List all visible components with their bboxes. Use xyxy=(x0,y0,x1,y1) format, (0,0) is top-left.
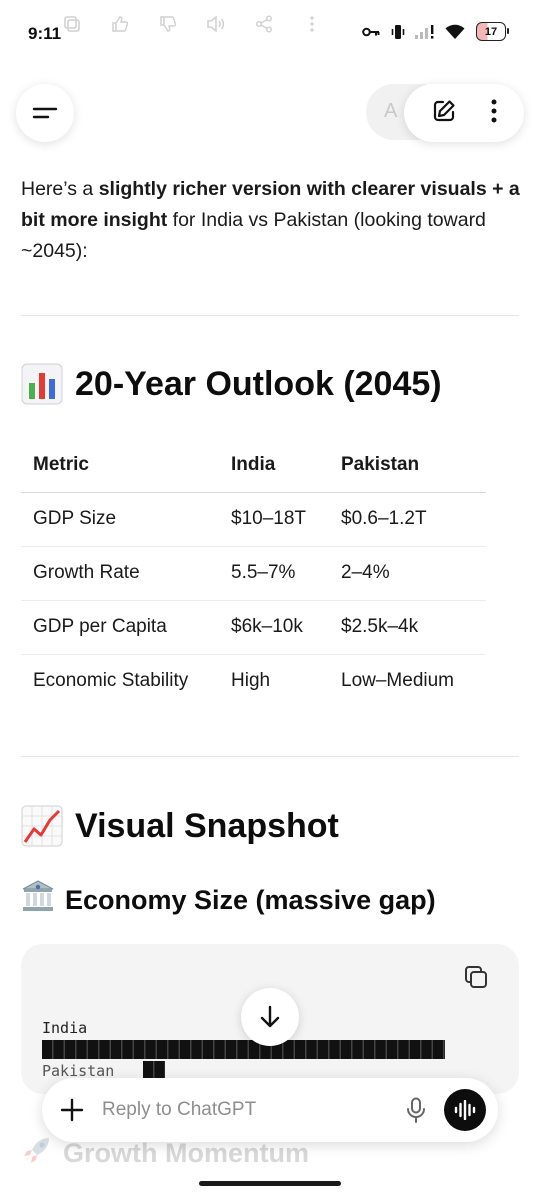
snapshot-heading-text: Visual Snapshot xyxy=(75,807,339,845)
copy-icon xyxy=(62,14,82,34)
dictate-button[interactable] xyxy=(396,1078,436,1142)
edit-icon xyxy=(433,99,455,121)
copy-icon xyxy=(465,966,487,988)
battery-icon: 17 xyxy=(476,22,509,41)
table-header-row: Metric India Pakistan xyxy=(21,439,486,493)
arrow-down-icon xyxy=(260,1005,280,1028)
table-cell: 5.5–7% xyxy=(219,546,329,601)
status-icons: 17 xyxy=(362,22,509,41)
plus-icon xyxy=(60,1098,84,1122)
message-intro: Here’s a slightly richer version with cl… xyxy=(21,174,521,267)
battery-level: 17 xyxy=(484,25,498,38)
table-cell: GDP Size xyxy=(21,492,219,547)
thumbs-down-icon xyxy=(158,14,178,34)
vibrate-icon xyxy=(391,24,405,40)
chart-increasing-icon xyxy=(21,805,63,847)
more-options-button[interactable] xyxy=(490,98,498,129)
pakistan-bar xyxy=(143,1061,165,1080)
signal-icon xyxy=(414,24,434,40)
table-row: Growth Rate 5.5–7% 2–4% xyxy=(21,546,486,601)
reply-input[interactable]: Reply to ChatGPT xyxy=(102,1099,257,1120)
menu-button[interactable] xyxy=(16,84,74,142)
table-header: India xyxy=(219,439,329,493)
attach-button[interactable] xyxy=(42,1078,102,1142)
header-actions xyxy=(404,84,524,142)
thumbs-up-icon xyxy=(110,14,130,34)
menu-icon xyxy=(32,107,58,119)
divider xyxy=(21,756,519,757)
message-actions-ghost xyxy=(62,14,322,34)
microphone-icon xyxy=(407,1097,425,1123)
wifi-icon xyxy=(445,24,465,40)
outlook-heading: 20-Year Outlook (2045) xyxy=(21,363,442,405)
waveform-icon xyxy=(454,1100,476,1120)
table-row: GDP per Capita $6k–10k $2.5k–4k xyxy=(21,600,486,655)
status-time: 9:11 xyxy=(28,24,62,43)
scroll-down-button[interactable] xyxy=(241,988,299,1046)
new-chat-button[interactable] xyxy=(431,98,457,129)
intro-text-bold: slightly richer version with clearer vis… xyxy=(21,178,520,231)
table-row: Economic Stability High Low–Medium xyxy=(21,654,486,708)
key-icon xyxy=(362,25,380,39)
table-header: Metric xyxy=(21,439,219,493)
table-cell: $6k–10k xyxy=(219,600,329,655)
voice-mode-button[interactable] xyxy=(444,1089,486,1131)
home-indicator xyxy=(199,1181,341,1186)
composer: Reply to ChatGPT xyxy=(42,1078,498,1142)
code-label-india: India xyxy=(42,1019,88,1037)
intro-text-end: for India vs Pakistan (looking toward ~2… xyxy=(21,209,486,262)
table-cell: GDP per Capita xyxy=(21,600,219,655)
india-bar xyxy=(42,1040,445,1059)
rocket-icon xyxy=(21,1134,53,1173)
divider xyxy=(21,315,519,316)
share-icon xyxy=(254,14,274,34)
intro-text-start: Here’s a xyxy=(21,178,99,200)
status-bar: 9:11 17 xyxy=(0,0,540,62)
copy-code-button[interactable] xyxy=(463,964,489,990)
table-cell: Low–Medium xyxy=(341,670,454,692)
table-header: Pakistan xyxy=(329,439,486,493)
bank-icon xyxy=(21,879,55,921)
growth-momentum-heading: Growth Momentum xyxy=(21,1134,309,1173)
more-vertical-icon xyxy=(491,99,496,122)
table-cell: High xyxy=(231,670,271,692)
table-cell: $0.6–1.2T xyxy=(329,492,486,547)
speaker-icon xyxy=(206,14,226,34)
table-row: GDP Size $10–18T $0.6–1.2T xyxy=(21,492,486,547)
table-cell: Growth Rate xyxy=(21,546,219,601)
snapshot-heading: Visual Snapshot xyxy=(21,805,339,847)
table-cell: 2–4% xyxy=(329,546,486,601)
table-cell: $2.5k–4k xyxy=(329,600,486,655)
growth-momentum-text: Growth Momentum xyxy=(63,1138,309,1168)
code-label-pakistan: Pakistan xyxy=(42,1062,115,1080)
table-cell: Economic Stability xyxy=(33,670,189,692)
economy-heading-text: Economy Size (massive gap) xyxy=(65,885,436,915)
more-icon xyxy=(302,14,322,34)
table-cell: $10–18T xyxy=(219,492,329,547)
outlook-heading-text: 20-Year Outlook (2045) xyxy=(75,365,442,403)
bar-chart-icon xyxy=(21,363,63,405)
outlook-table: Metric India Pakistan GDP Size $10–18T $… xyxy=(21,439,486,708)
economy-heading: Economy Size (massive gap) xyxy=(21,879,436,921)
